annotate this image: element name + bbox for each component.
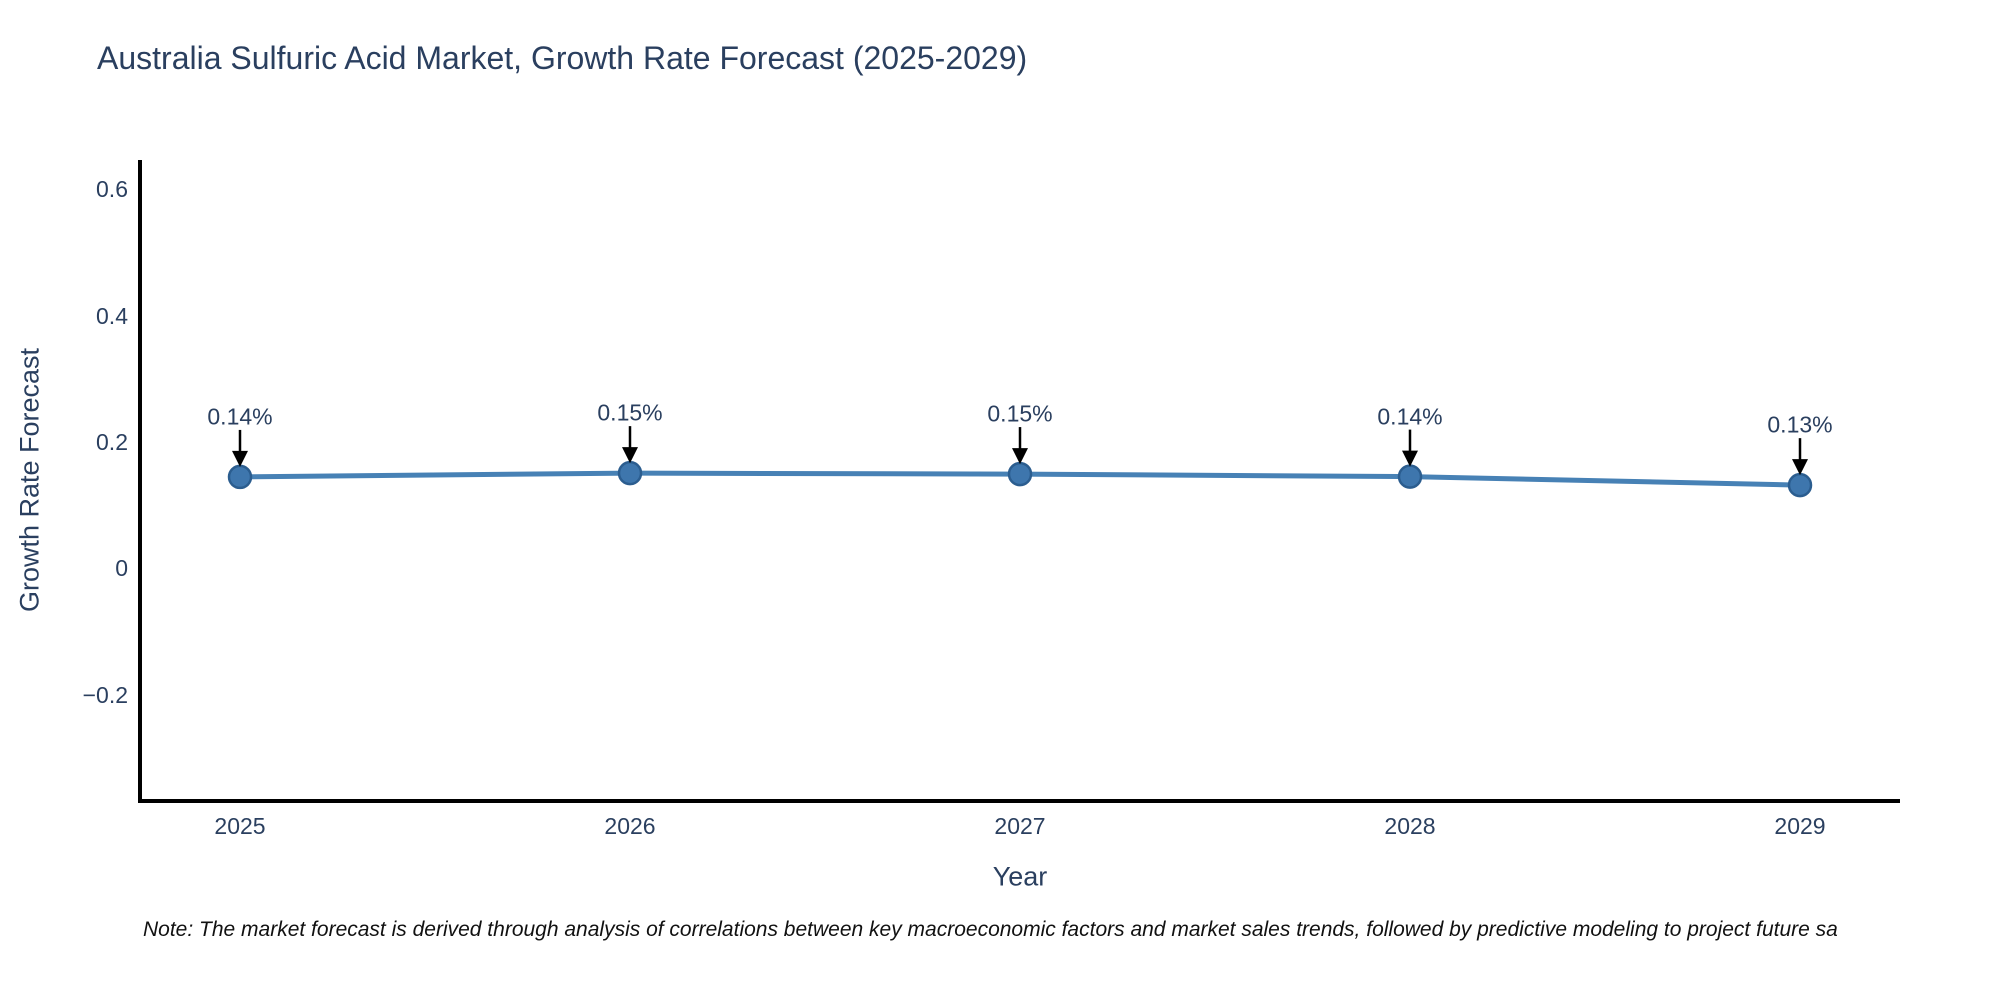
data-point-marker <box>1397 464 1423 489</box>
x-tick-label: 2027 <box>994 813 1046 839</box>
annotation-arrow-head <box>622 447 638 464</box>
y-tick-label: 0 <box>115 555 128 581</box>
y-tick-label: 0.6 <box>96 176 128 202</box>
point-annotation: 0.14% <box>1377 403 1443 430</box>
y-axis-title: Growth Rate Forecast <box>14 347 45 613</box>
footnote: Note: The market forecast is derived thr… <box>143 918 1838 941</box>
y-tick-label: 0.2 <box>96 429 128 455</box>
annotation-arrow-head <box>1792 459 1808 476</box>
x-tick-label: 2025 <box>214 813 266 839</box>
point-annotation: 0.15% <box>597 399 663 426</box>
annotation-arrow-head <box>232 450 248 467</box>
point-annotation: 0.14% <box>207 403 273 430</box>
data-point-marker <box>1787 472 1813 498</box>
annotation-arrow-head <box>1402 450 1418 467</box>
annotation-arrow-head <box>1012 448 1028 465</box>
series-layer <box>227 426 1813 498</box>
x-tick-label: 2028 <box>1384 813 1436 839</box>
data-point-marker <box>227 464 253 490</box>
data-point-marker <box>1007 461 1033 487</box>
x-tick-label: 2029 <box>1774 813 1826 839</box>
point-annotation: 0.15% <box>987 400 1053 427</box>
data-point-marker <box>617 460 643 486</box>
y-tick-label: −0.2 <box>82 682 128 708</box>
x-axis-title: Year <box>992 861 1048 892</box>
chart-title: Australia Sulfuric Acid Market, Growth R… <box>97 40 1028 76</box>
y-tick-label: 0.4 <box>96 303 128 329</box>
x-tick-label: 2026 <box>604 813 656 839</box>
point-annotation: 0.13% <box>1767 411 1833 438</box>
